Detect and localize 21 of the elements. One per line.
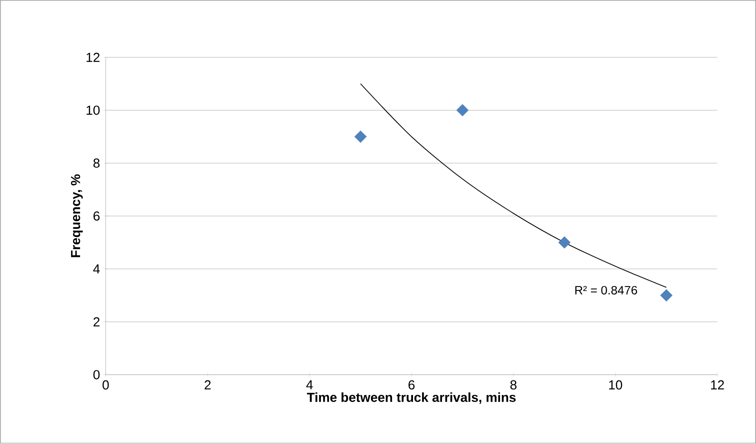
y-tick-label: 2 xyxy=(94,317,100,327)
x-tick-label: 6 xyxy=(408,380,415,390)
x-tick-label: 0 xyxy=(102,380,109,390)
annotation: R² = 0.8476 xyxy=(575,286,638,295)
point xyxy=(456,104,469,117)
y-tick-label: 8 xyxy=(93,158,100,168)
x-tick-label: 12 xyxy=(711,380,724,390)
y-tick-label: 6 xyxy=(94,212,100,221)
x-tick-label: 8 xyxy=(510,380,517,390)
point xyxy=(558,236,571,249)
point xyxy=(354,130,367,144)
point xyxy=(660,289,673,302)
y-tick-label: 0 xyxy=(93,370,100,380)
y-tick-label: 12 xyxy=(86,52,100,62)
y-tick-label: 10 xyxy=(86,106,100,116)
x-tick-label: 10 xyxy=(609,380,622,390)
y-tick-label: 4 xyxy=(93,264,100,274)
y-axis-title: Frequency, % xyxy=(70,174,83,258)
x-tick-label: 2 xyxy=(204,380,211,390)
x-axis-title: Time between truck arrivals, mins xyxy=(306,392,516,404)
x-tick-label: 4 xyxy=(306,380,313,390)
